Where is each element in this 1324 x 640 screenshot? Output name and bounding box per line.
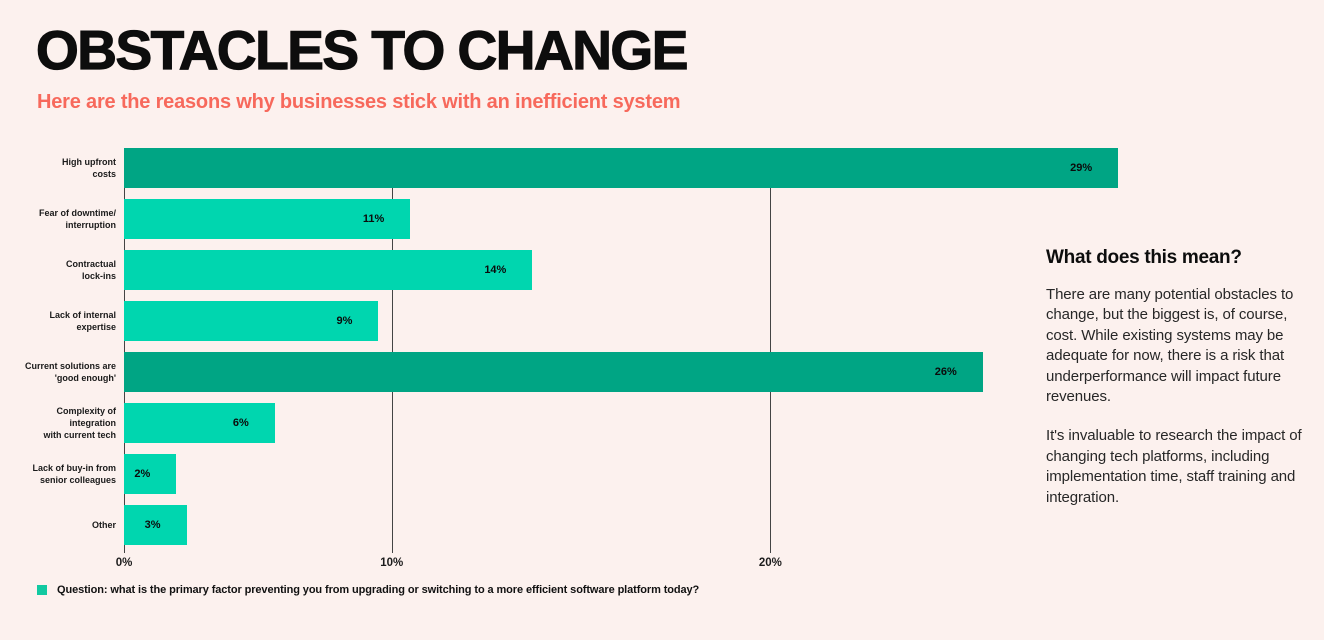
bar-track: 3% bbox=[124, 505, 1150, 545]
chart-row: Fear of downtime/interruption 11% bbox=[20, 199, 1150, 239]
bar-track: 14% bbox=[124, 250, 1150, 290]
chart-grid-overlay: 0% 10% 20% bbox=[116, 148, 1150, 569]
bar: 11% bbox=[124, 199, 411, 239]
bar-track: 26% bbox=[124, 352, 1150, 392]
chart-row: Contractual lock-ins 14% bbox=[20, 250, 1150, 290]
category-label: Lack of internal expertise bbox=[49, 309, 116, 332]
category-label: Complexity of integration with current te… bbox=[43, 405, 116, 441]
bar-value-label: 11% bbox=[362, 213, 385, 225]
chart-row: Current solutions are'good enough' 26% bbox=[20, 352, 1150, 392]
insight-paragraph-1: There are many potential obstacles to ch… bbox=[1046, 286, 1294, 405]
page-title: OBSTACLES TO CHANGE bbox=[35, 19, 689, 81]
bar: 9% bbox=[124, 301, 379, 341]
gridline bbox=[124, 148, 125, 553]
x-axis-tick-label: 20% bbox=[758, 557, 782, 569]
bar: 29% bbox=[124, 148, 1119, 188]
bar-value-label: 29% bbox=[1070, 162, 1093, 174]
chart-row: Lack of internal expertise 9% bbox=[20, 301, 1150, 341]
bar-track: 6% bbox=[124, 403, 1150, 443]
insight-heading: What does this mean? bbox=[1046, 247, 1242, 268]
bar-value-label: 14% bbox=[484, 264, 507, 276]
x-axis-tick-label: 0% bbox=[115, 557, 133, 569]
bar-value-label: 9% bbox=[336, 315, 353, 327]
chart-row: Other 3% bbox=[20, 505, 1150, 545]
legend-text: Question: what is the primary factor pre… bbox=[57, 584, 700, 596]
chart-legend: Question: what is the primary factor pre… bbox=[37, 584, 699, 596]
bar: 3% bbox=[124, 505, 187, 545]
page-subtitle: Here are the reasons why businesses stic… bbox=[37, 91, 681, 113]
chart-row: Complexity of integration with current te… bbox=[20, 403, 1150, 443]
bar: 14% bbox=[124, 250, 533, 290]
bar: 6% bbox=[124, 403, 275, 443]
bar-track: 2% bbox=[124, 454, 1150, 494]
x-axis-tick-label: 10% bbox=[380, 557, 404, 569]
gridline bbox=[391, 148, 393, 553]
legend-swatch-icon bbox=[37, 585, 47, 595]
bar-chart: 0% 10% 20% High upfront costs 29% Fear of dow… bbox=[20, 148, 1150, 588]
bar-value-label: 2% bbox=[134, 468, 151, 480]
category-label: Contractual lock-ins bbox=[65, 258, 116, 281]
bar-value-label: 3% bbox=[144, 519, 161, 531]
chart-row: Lack of buy-in from senior colleagues 2% bbox=[20, 454, 1150, 494]
category-label: Fear of downtime/interruption bbox=[38, 207, 116, 230]
bar-value-label: 6% bbox=[232, 417, 249, 429]
insight-paragraph-2: It's invaluable to research the impact o… bbox=[1046, 427, 1302, 506]
category-label: Lack of buy-in from senior colleagues bbox=[32, 462, 116, 485]
chart-rows: High upfront costs 29% Fear of downtime/int… bbox=[20, 148, 1150, 556]
bar: 26% bbox=[124, 352, 983, 392]
bar-value-label: 26% bbox=[934, 366, 957, 378]
chart-row: High upfront costs 29% bbox=[20, 148, 1150, 188]
insight-panel: What does this mean? There are many pote… bbox=[1046, 247, 1314, 527]
bar: 2% bbox=[124, 454, 177, 494]
gridline bbox=[770, 148, 772, 553]
category-label: Current solutions are'good enough' bbox=[24, 360, 116, 383]
category-label: High upfront costs bbox=[62, 156, 116, 179]
bar-track: 11% bbox=[124, 199, 1150, 239]
category-label: Other bbox=[91, 519, 116, 530]
bar-track: 29% bbox=[124, 148, 1150, 188]
bar-track: 9% bbox=[124, 301, 1150, 341]
